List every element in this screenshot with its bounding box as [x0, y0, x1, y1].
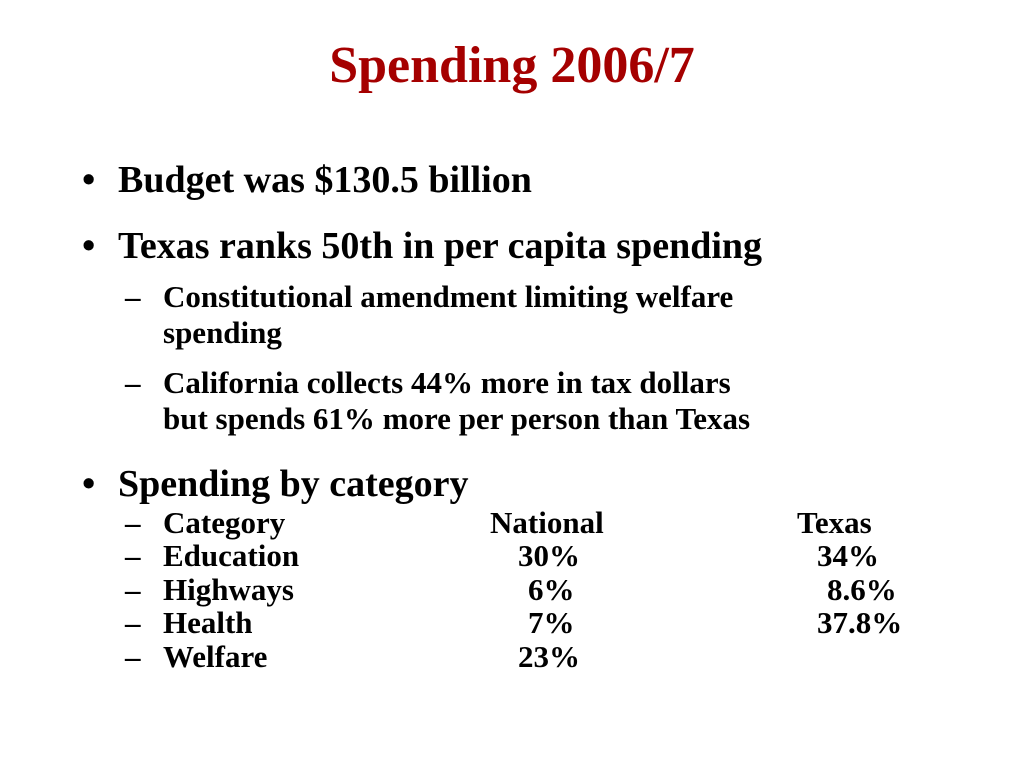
bullet-rank: • Texas ranks 50th in per capita spending: [82, 224, 762, 268]
sub-bullet-text-line2: but spends 61% more per person than Texa…: [163, 401, 751, 436]
bullet-marker: •: [82, 159, 96, 201]
category-name: Health: [163, 605, 253, 640]
national-value: 6%: [528, 572, 575, 607]
row-marker: –: [125, 538, 141, 573]
category-row-education: – Education 30% 34%: [125, 540, 985, 572]
bullet-text: Spending by category: [118, 463, 469, 505]
row-marker: –: [125, 505, 141, 540]
bullet-marker: •: [82, 225, 96, 267]
bullet-text: Budget was $130.5 billion: [118, 159, 532, 201]
national-value: 30%: [518, 538, 580, 573]
column-header-category: Category: [163, 505, 286, 540]
column-header-texas: Texas: [797, 505, 872, 540]
row-marker: –: [125, 639, 141, 674]
texas-value: 37.8%: [817, 605, 903, 640]
category-row-highways: – Highways 6% 8.6%: [125, 574, 985, 606]
sub-bullet-amendment: – Constitutional amendment limiting welfa…: [125, 279, 733, 351]
sub-bullet-text-line1: California collects 44% more in tax doll…: [163, 365, 731, 400]
column-header-national: National: [490, 505, 604, 540]
bullet-marker: •: [82, 463, 96, 505]
sub-bullet-marker: –: [125, 365, 141, 400]
bullet-budget: • Budget was $130.5 billion: [82, 158, 532, 202]
category-name: Highways: [163, 572, 294, 607]
row-marker: –: [125, 605, 141, 640]
category-row-welfare: – Welfare 23%: [125, 641, 985, 673]
sub-bullet-california: – California collects 44% more in tax dol…: [125, 365, 750, 437]
row-marker: –: [125, 572, 141, 607]
category-table-header: – Category National Texas: [125, 507, 985, 539]
texas-value: 34%: [817, 538, 879, 573]
category-name: Education: [163, 538, 300, 573]
sub-bullet-marker: –: [125, 279, 141, 314]
texas-value: 8.6%: [827, 572, 897, 607]
national-value: 7%: [528, 605, 575, 640]
sub-bullet-text-line2: spending: [163, 315, 282, 350]
bullet-text: Texas ranks 50th in per capita spending: [118, 225, 763, 267]
bullet-category: • Spending by category: [82, 462, 468, 506]
national-value: 23%: [518, 639, 580, 674]
category-name: Welfare: [163, 639, 268, 674]
sub-bullet-text-line1: Constitutional amendment limiting welfar…: [163, 279, 734, 314]
slide-title: Spending 2006/7: [329, 37, 695, 94]
category-row-health: – Health 7% 37.8%: [125, 607, 985, 639]
